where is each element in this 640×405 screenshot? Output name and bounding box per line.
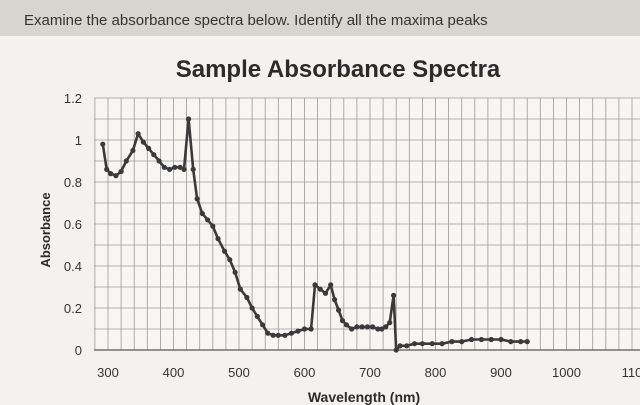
data-point	[237, 286, 243, 292]
data-point	[343, 322, 349, 328]
data-point	[295, 328, 301, 334]
data-point	[222, 248, 228, 254]
data-point	[249, 305, 255, 311]
data-point	[215, 236, 221, 242]
data-point	[375, 326, 381, 332]
data-point	[161, 164, 167, 170]
data-point	[190, 166, 196, 172]
data-point	[411, 341, 418, 347]
data-point	[156, 158, 162, 164]
data-point	[488, 336, 494, 343]
data-point	[364, 324, 370, 330]
chart-title: Sample Absorbance Spectra	[176, 56, 501, 83]
data-point	[108, 171, 114, 177]
data-point	[317, 286, 323, 292]
data-point	[244, 294, 250, 301]
y-axis-label: Absorbance	[38, 192, 53, 267]
x-tick-label: 600	[294, 365, 316, 380]
x-tick-label: 500	[228, 365, 250, 380]
data-point	[104, 166, 110, 172]
data-point	[349, 326, 355, 332]
y-tick-label: 0	[75, 343, 82, 358]
x-tick-label: 110	[622, 365, 640, 380]
data-point	[508, 339, 514, 345]
y-tick-label: 1.2	[64, 91, 82, 106]
data-point	[332, 297, 338, 303]
grid	[94, 97, 640, 351]
data-point	[167, 166, 173, 172]
data-point	[260, 322, 266, 328]
x-tick-label: 900	[490, 365, 512, 380]
data-point	[391, 292, 397, 298]
data-point	[370, 324, 376, 330]
x-tick-label: 400	[163, 365, 185, 380]
data-point	[359, 324, 365, 330]
data-point	[439, 341, 445, 347]
data-point	[210, 223, 216, 229]
data-point	[254, 313, 260, 319]
data-point	[478, 336, 484, 343]
data-point	[177, 164, 183, 170]
data-point	[354, 324, 360, 330]
data-point	[322, 290, 329, 296]
data-point	[393, 347, 399, 353]
data-point	[113, 173, 119, 179]
y-tick-label: 1	[75, 133, 82, 148]
data-point	[308, 326, 314, 332]
data-point	[518, 339, 524, 345]
data-point	[186, 116, 192, 122]
data-point	[227, 257, 233, 263]
data-point	[449, 339, 455, 345]
data-point	[181, 166, 187, 172]
data-point	[336, 307, 342, 313]
data-point	[130, 147, 136, 154]
data-point	[498, 336, 504, 343]
data-point	[123, 158, 129, 164]
data-point	[172, 164, 178, 170]
data-point	[328, 282, 334, 288]
data-point	[404, 343, 410, 349]
data-point	[100, 141, 106, 147]
question-text: Examine the absorbance spectra below. Id…	[24, 12, 488, 29]
data-point	[301, 326, 308, 332]
data-point	[419, 341, 425, 347]
x-tick-label: 700	[359, 365, 381, 380]
data-point	[199, 210, 205, 217]
data-point	[339, 318, 346, 324]
data-point	[524, 339, 530, 345]
data-point	[140, 139, 146, 145]
data-point	[397, 343, 403, 349]
data-point	[288, 330, 294, 336]
tick-labels: 0 0.2 0.4 0.6 0.8 1 1.2 300 400 500 600 700 800 900 10…	[64, 91, 640, 380]
data-point	[265, 330, 271, 336]
data-point	[275, 332, 281, 338]
y-tick-label: 0.8	[64, 175, 82, 190]
x-axis-label: Wavelength (nm)	[308, 389, 420, 405]
data-point	[151, 152, 157, 158]
series-group	[100, 116, 530, 353]
data-point	[135, 131, 141, 137]
x-tick-label: 300	[97, 365, 119, 380]
data-point	[146, 145, 152, 151]
data-point	[205, 217, 211, 223]
data-point	[118, 168, 124, 175]
data-point	[312, 282, 318, 288]
data-point	[282, 332, 288, 338]
data-point	[383, 324, 389, 330]
data-point	[270, 332, 276, 338]
x-tick-label: 800	[425, 365, 447, 380]
y-tick-label: 0.4	[64, 259, 82, 274]
y-tick-label: 0.2	[64, 301, 82, 316]
data-point	[468, 336, 475, 343]
data-point	[387, 320, 393, 326]
data-point	[232, 269, 238, 275]
y-tick-label: 0.6	[64, 217, 82, 232]
data-point	[429, 341, 435, 347]
x-tick-label: 1000	[552, 365, 581, 380]
data-point	[459, 339, 465, 345]
data-point	[194, 196, 200, 202]
data-point	[379, 326, 385, 332]
